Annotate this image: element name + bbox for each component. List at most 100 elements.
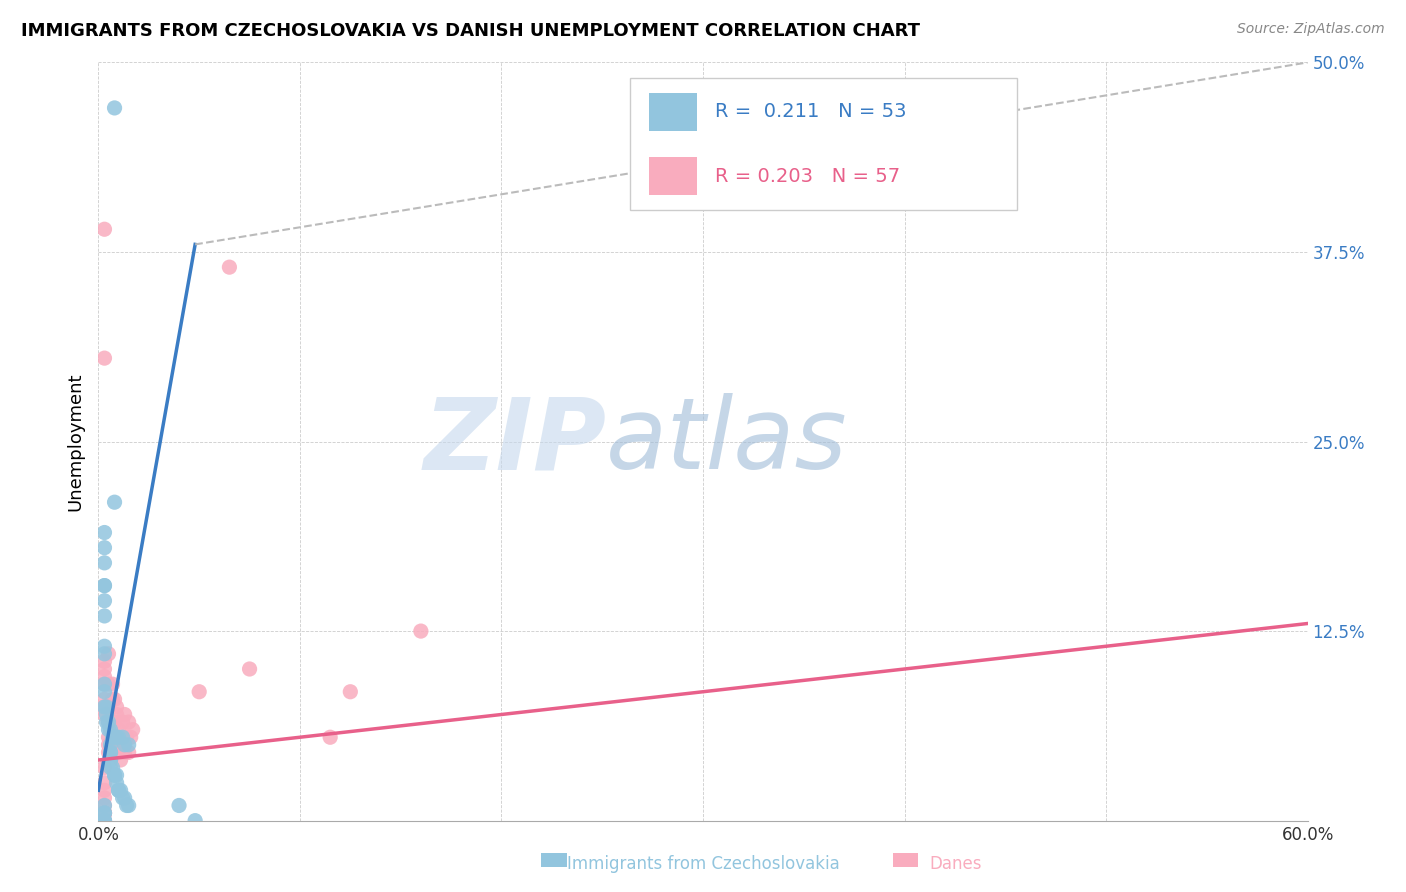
Point	[93, 814, 115, 828]
Point	[100, 746, 122, 760]
Point	[120, 730, 142, 744]
Point	[121, 723, 143, 737]
Text: R =  0.211   N = 53: R = 0.211 N = 53	[716, 103, 907, 121]
Point	[105, 707, 128, 722]
Point	[93, 707, 115, 722]
Point	[93, 806, 115, 821]
Point	[93, 806, 115, 821]
Point	[218, 260, 240, 275]
Point	[111, 715, 134, 730]
Point	[107, 746, 129, 760]
Point	[239, 662, 262, 676]
Point	[103, 715, 125, 730]
Point	[101, 730, 124, 744]
Bar	[648, 157, 697, 195]
Point	[96, 707, 118, 722]
Point	[97, 738, 120, 752]
Point	[105, 776, 128, 790]
Point	[93, 760, 115, 774]
Point	[93, 814, 115, 828]
Point	[93, 541, 115, 555]
Point	[114, 738, 136, 752]
Point	[101, 692, 124, 706]
Point	[107, 730, 129, 744]
Point	[93, 699, 115, 714]
Point	[103, 730, 125, 744]
Point	[96, 715, 118, 730]
Point	[93, 791, 115, 805]
Point	[100, 746, 122, 760]
Point	[93, 814, 115, 828]
Point	[93, 776, 115, 790]
Point	[107, 730, 129, 744]
Point	[93, 806, 115, 821]
Y-axis label: Unemployment: Unemployment	[66, 372, 84, 511]
Point	[188, 685, 211, 699]
Point	[114, 707, 136, 722]
Point	[101, 760, 124, 774]
Point	[118, 798, 141, 813]
Point	[184, 814, 207, 828]
Point	[115, 730, 138, 744]
Point	[319, 730, 342, 744]
Point	[97, 699, 120, 714]
Text: ZIP: ZIP	[423, 393, 606, 490]
Point	[103, 746, 125, 760]
Point	[101, 677, 124, 691]
Point	[93, 798, 115, 813]
Point	[111, 791, 134, 805]
Point	[101, 715, 124, 730]
Text: atlas: atlas	[606, 393, 848, 490]
Point	[93, 692, 115, 706]
Point	[114, 746, 136, 760]
Point	[97, 746, 120, 760]
Point	[93, 579, 115, 593]
Point	[93, 662, 115, 676]
Point	[103, 495, 125, 509]
Text: Danes: Danes	[929, 855, 983, 872]
Point	[118, 715, 141, 730]
Point	[105, 699, 128, 714]
Point	[110, 783, 132, 797]
Point	[103, 768, 125, 782]
Point	[97, 715, 120, 730]
Point	[100, 753, 122, 767]
Point	[105, 730, 128, 744]
Point	[100, 760, 122, 774]
Point	[105, 768, 128, 782]
Point	[103, 692, 125, 706]
Point	[118, 746, 141, 760]
Text: Source: ZipAtlas.com: Source: ZipAtlas.com	[1237, 22, 1385, 37]
Point	[101, 730, 124, 744]
Text: IMMIGRANTS FROM CZECHOSLOVAKIA VS DANISH UNEMPLOYMENT CORRELATION CHART: IMMIGRANTS FROM CZECHOSLOVAKIA VS DANISH…	[21, 22, 920, 40]
Point	[93, 806, 115, 821]
Point	[111, 730, 134, 744]
Point	[93, 639, 115, 653]
Point	[93, 806, 115, 821]
Point	[118, 738, 141, 752]
Point	[167, 798, 190, 813]
Point	[110, 738, 132, 752]
Point	[100, 723, 122, 737]
Point	[93, 608, 115, 623]
Point	[110, 753, 132, 767]
Point	[115, 798, 138, 813]
Point	[100, 738, 122, 752]
Point	[107, 783, 129, 797]
Point	[97, 715, 120, 730]
Bar	[648, 93, 697, 130]
Point	[93, 677, 115, 691]
Point	[97, 730, 120, 744]
Point	[93, 647, 115, 661]
Point	[409, 624, 432, 639]
Point	[97, 647, 120, 661]
Point	[103, 768, 125, 782]
Point	[107, 783, 129, 797]
Text: R = 0.203   N = 57: R = 0.203 N = 57	[716, 167, 900, 186]
Point	[93, 814, 115, 828]
Point	[93, 685, 115, 699]
Point	[339, 685, 361, 699]
Point	[93, 677, 115, 691]
Point	[93, 525, 115, 540]
Point	[93, 655, 115, 669]
